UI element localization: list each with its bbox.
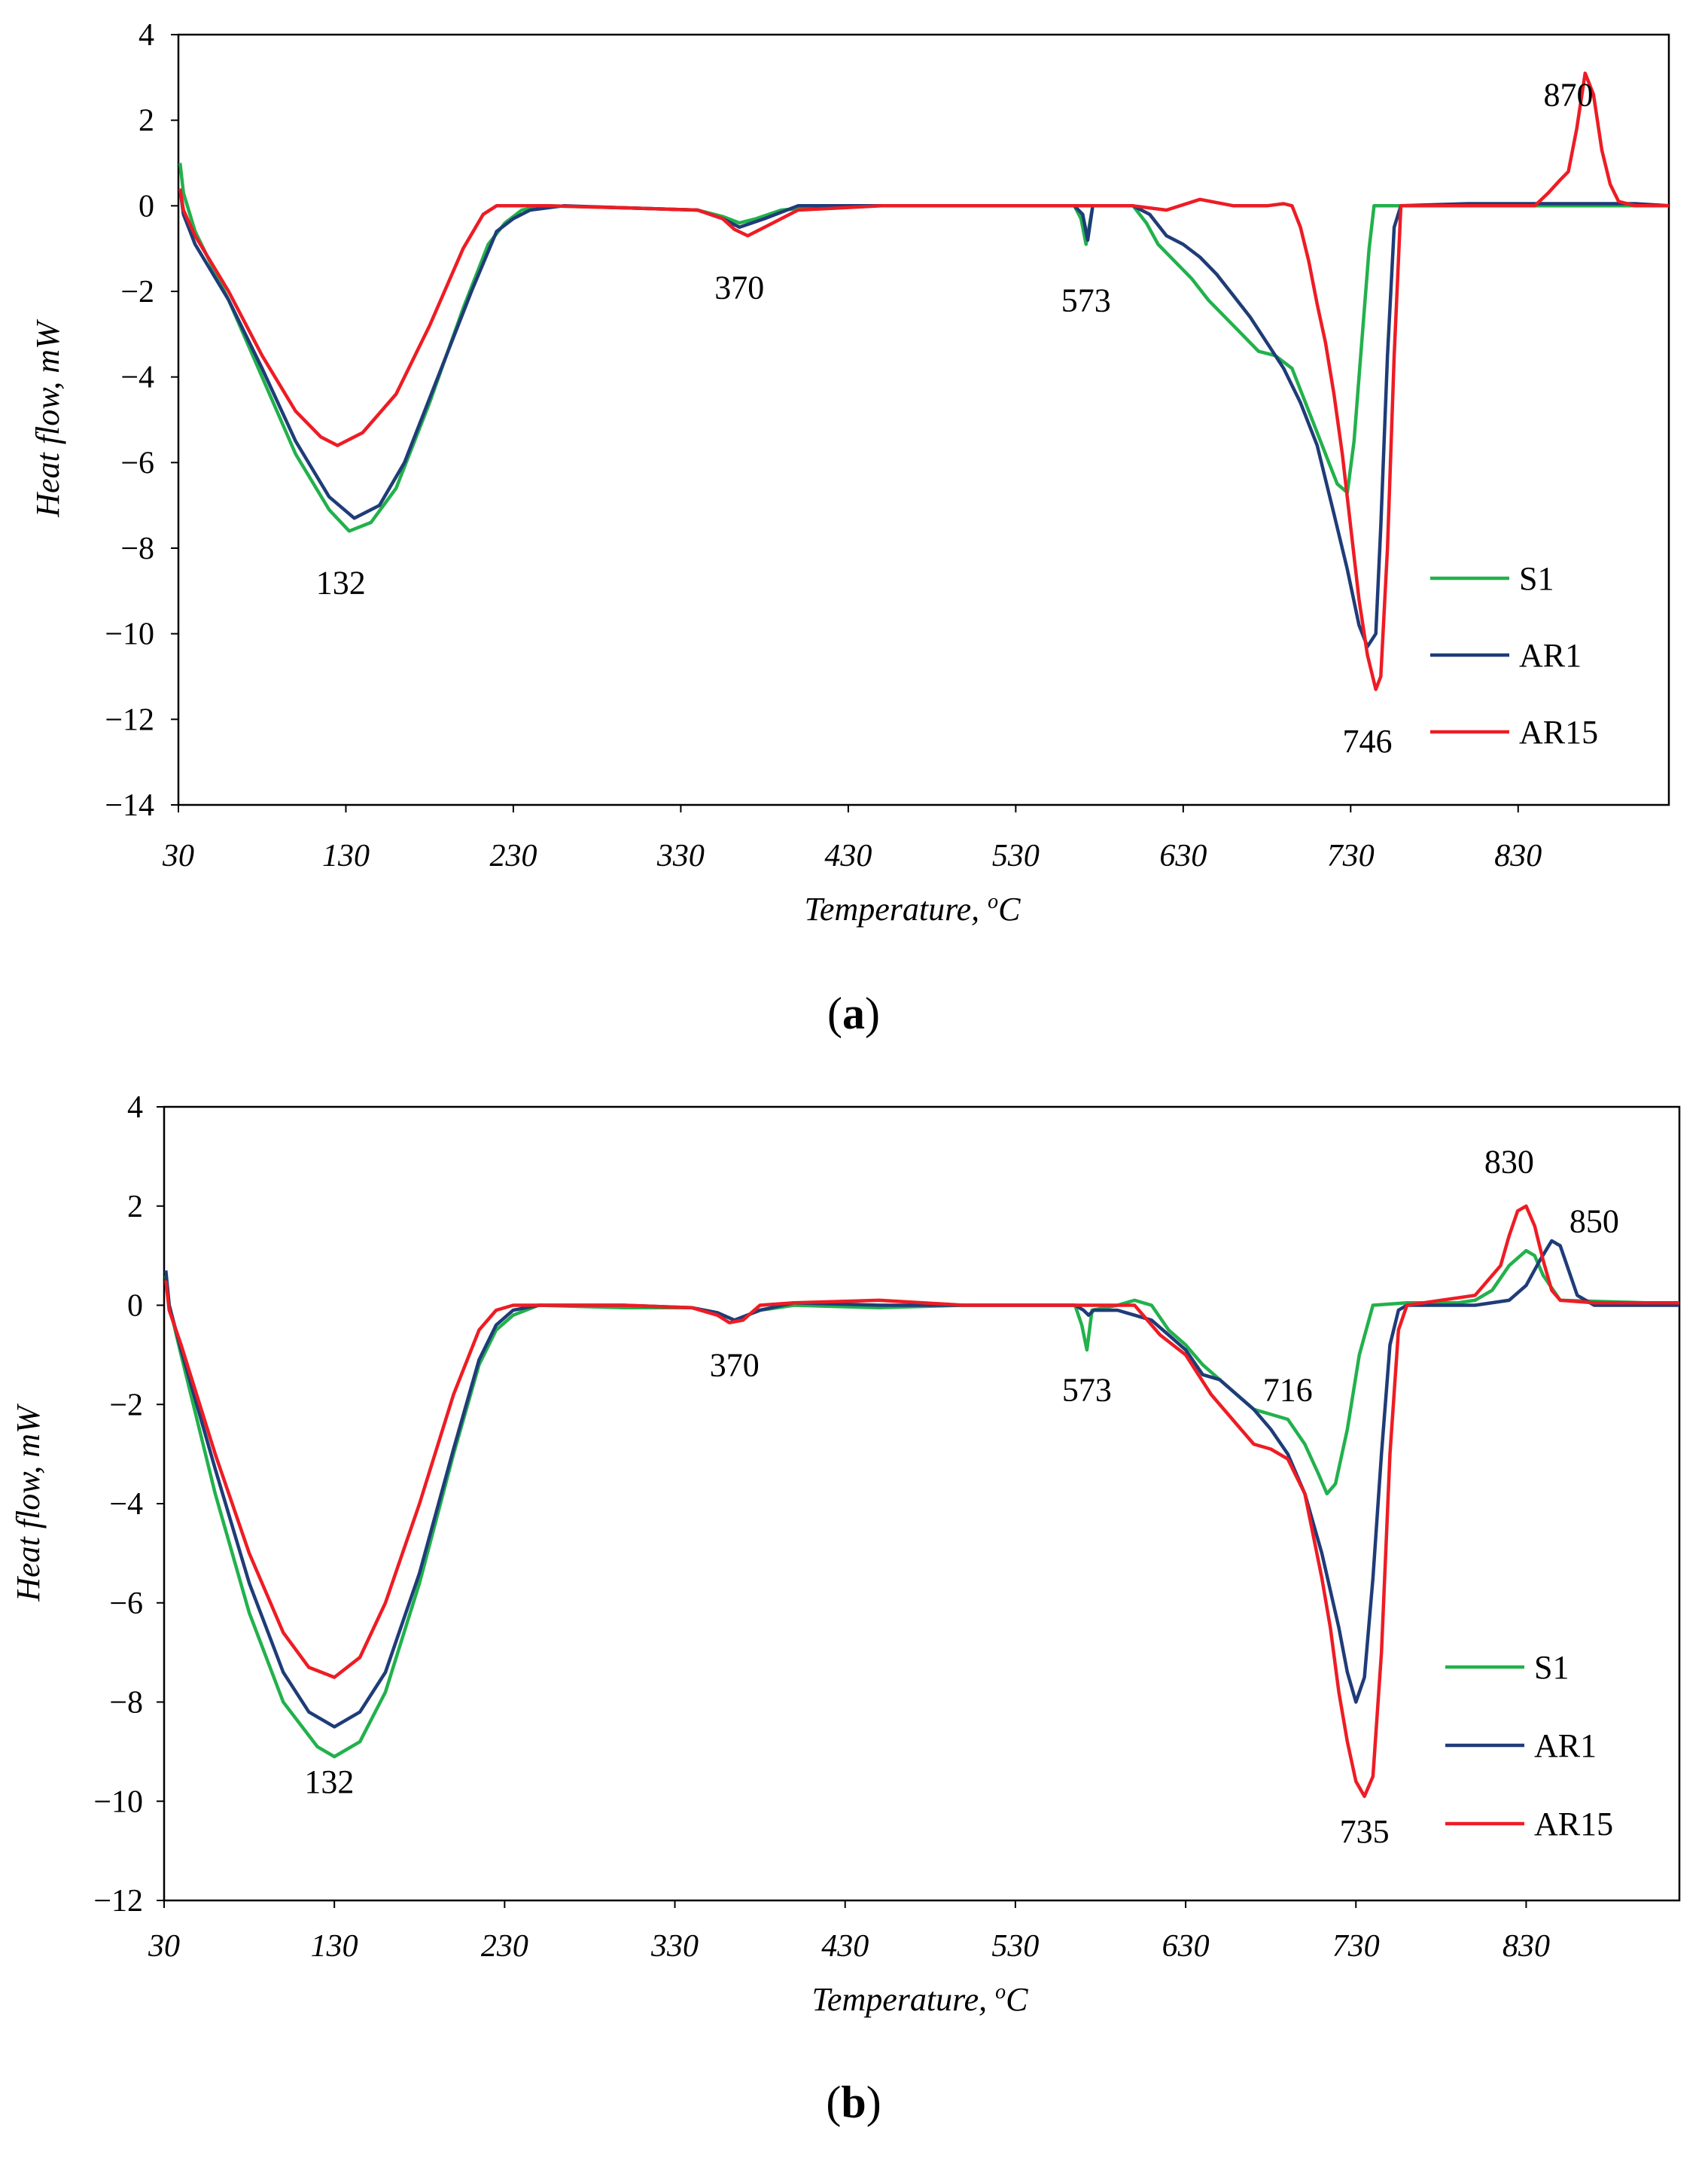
x-tick-label: 730 (1332, 1929, 1380, 1964)
y-tick-label: 0 (139, 189, 154, 224)
peak-label: 746 (1343, 723, 1393, 760)
peak-label: 573 (1062, 1371, 1112, 1408)
panel-label-b: (b) (826, 2077, 881, 2127)
peak-label: 370 (710, 1347, 760, 1384)
x-tick-label: 230 (489, 839, 537, 873)
x-tick-label: 30 (148, 1929, 180, 1964)
x-axis-title: Temperature, oC (812, 1980, 1029, 2018)
x-tick-label: 130 (322, 839, 370, 873)
x-tick-label: 230 (481, 1929, 528, 1964)
y-tick-label: −8 (109, 1686, 143, 1720)
y-tick-label: −12 (93, 1884, 143, 1919)
chart-panel-a: 4 2 0 −2 −4 −6 −8 −10 −12 −14 30 130 230 330 430 530 63… (29, 18, 1670, 1038)
y-axis-ticks: 4 2 0 −2 −4 −6 −8 −10 −12 (93, 1090, 164, 1919)
y-tick-label: −10 (93, 1784, 143, 1819)
legend-label-ar15: AR15 (1534, 1806, 1613, 1842)
series-line-ar15 (178, 71, 1669, 691)
y-tick-label: 4 (139, 18, 154, 53)
x-tick-label: 30 (162, 839, 194, 873)
y-tick-label: −4 (109, 1487, 143, 1522)
y-tick-label: −8 (120, 532, 154, 566)
y-tick-label: −2 (109, 1388, 143, 1422)
x-axis-ticks: 30 130 230 330 430 530 630 730 830 (162, 805, 1542, 873)
series-lines (164, 1204, 1679, 1798)
peak-label: 716 (1263, 1371, 1313, 1408)
y-tick-label: −6 (120, 446, 154, 480)
x-tick-label: 330 (656, 839, 705, 873)
y-tick-label: 2 (127, 1190, 143, 1224)
legend-label-s1: S1 (1519, 560, 1554, 597)
legend-label-ar1: AR1 (1519, 637, 1582, 674)
x-tick-label: 530 (992, 839, 1040, 873)
legend: S1 AR1 AR15 (1445, 1649, 1613, 1842)
legend-label-s1: S1 (1534, 1649, 1569, 1686)
series-line-ar1 (178, 188, 1670, 648)
y-tick-label: 4 (127, 1090, 143, 1125)
y-tick-label: −4 (120, 361, 154, 395)
x-tick-label: 330 (650, 1929, 699, 1964)
y-tick-label: −6 (109, 1586, 143, 1621)
series-line-ar15 (164, 1204, 1679, 1798)
peak-label: 870 (1544, 77, 1594, 114)
peak-label: 370 (714, 269, 764, 306)
y-axis-title: Heat flow, mW (29, 319, 66, 518)
x-tick-label: 830 (1502, 1929, 1550, 1964)
y-axis-title: Heat flow, mW (10, 1404, 47, 1602)
x-axis-title: Temperature, oC (805, 890, 1021, 928)
plot-area (163, 1105, 1681, 1902)
x-tick-label: 630 (1159, 839, 1207, 873)
x-tick-label: 430 (824, 839, 872, 873)
peak-label: 830 (1484, 1143, 1534, 1180)
panel-label-a: (a) (827, 989, 880, 1038)
legend-label-ar1: AR1 (1534, 1727, 1597, 1764)
x-axis-ticks: 30 130 230 330 430 530 630 730 830 (148, 1900, 1550, 1964)
x-tick-label: 630 (1162, 1929, 1210, 1964)
x-tick-label: 130 (311, 1929, 358, 1964)
chart-panel-b: 4 2 0 −2 −4 −6 −8 −10 −12 30 130 230 330 430 530 630 73… (10, 1090, 1681, 2127)
x-tick-label: 730 (1327, 839, 1375, 873)
peak-annotations: 132 370 573 746 870 (316, 77, 1594, 760)
y-tick-label: 2 (139, 104, 154, 139)
y-axis-ticks: 4 2 0 −2 −4 −6 −8 −10 −12 −14 (105, 18, 178, 823)
legend-label-ar15: AR15 (1519, 714, 1598, 751)
x-tick-label: 530 (991, 1929, 1039, 1964)
peak-annotations: 132 370 573 716 735 830 850 (304, 1143, 1619, 1849)
series-line-ar1 (164, 1239, 1679, 1729)
y-tick-label: −2 (120, 275, 154, 309)
peak-label: 735 (1340, 1813, 1390, 1850)
x-tick-label: 430 (821, 1929, 869, 1964)
y-tick-label: −14 (105, 788, 154, 823)
legend: S1 AR1 AR15 (1430, 560, 1598, 751)
peak-label: 132 (316, 564, 366, 601)
peak-label: 132 (304, 1763, 354, 1800)
y-tick-label: −12 (105, 703, 154, 737)
y-tick-label: −10 (105, 617, 154, 652)
y-tick-label: 0 (127, 1289, 143, 1324)
plot-area (177, 33, 1670, 806)
x-tick-label: 830 (1494, 839, 1542, 873)
peak-label: 850 (1569, 1203, 1619, 1240)
peak-label: 573 (1061, 282, 1111, 318)
series-line-s1 (178, 163, 1669, 533)
series-lines (178, 71, 1670, 691)
